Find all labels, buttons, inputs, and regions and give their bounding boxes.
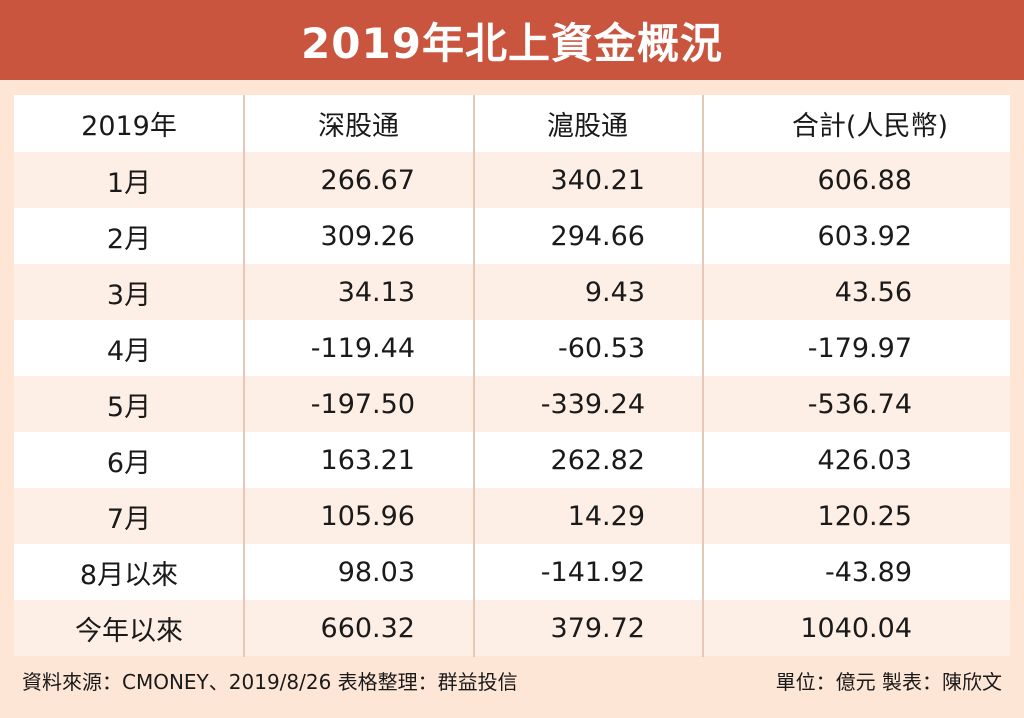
table-row: 7月 105.96 14.29 120.25 [14,488,1010,544]
cell-shenzhen: -197.50 [244,376,473,432]
cell-shenzhen: 34.13 [244,264,473,320]
header-shanghai-connect: 滬股通 [473,95,702,152]
table-row: 5月 -197.50 -339.24 -536.74 [14,376,1010,432]
table-row: 今年以來 660.32 379.72 1040.04 [14,600,1010,656]
cell-total: 43.56 [702,264,1010,320]
cell-shanghai: 9.43 [473,264,702,320]
footer: 資料來源：CMONEY、2019/8/26 表格整理：群益投信 單位：億元 製表… [22,660,1002,700]
cell-total: -536.74 [702,376,1010,432]
data-table-container: 2019年 深股通 滬股通 合計(人民幣) 1月 266.67 340.21 6… [14,95,1010,656]
table-row: 2月 309.26 294.66 603.92 [14,208,1010,264]
data-table: 2019年 深股通 滬股通 合計(人民幣) 1月 266.67 340.21 6… [14,95,1010,656]
table-row: 8月以來 98.03 -141.92 -43.89 [14,544,1010,600]
cell-shenzhen: 309.26 [244,208,473,264]
table-row: 1月 266.67 340.21 606.88 [14,152,1010,208]
cell-shanghai: -339.24 [473,376,702,432]
page-title: 2019年北上資金概況 [301,18,723,68]
row-label: 5月 [14,376,244,432]
cell-shenzhen: 660.32 [244,600,473,656]
row-label: 8月以來 [14,544,244,600]
cell-shanghai: 14.29 [473,488,702,544]
header-year: 2019年 [14,95,244,152]
cell-shanghai: 340.21 [473,152,702,208]
column-divider [702,95,704,657]
cell-shanghai: -141.92 [473,544,702,600]
row-label: 2月 [14,208,244,264]
row-label: 3月 [14,264,244,320]
unit-note: 單位：億元 製表：陳欣文 [775,669,1002,694]
table-row: 6月 163.21 262.82 426.03 [14,432,1010,488]
cell-shenzhen: 98.03 [244,544,473,600]
row-label: 7月 [14,488,244,544]
cell-shanghai: -60.53 [473,320,702,376]
header-total: 合計(人民幣) [702,95,1010,152]
cell-total: 426.03 [702,432,1010,488]
column-divider [243,95,245,657]
row-label: 4月 [14,320,244,376]
row-label: 6月 [14,432,244,488]
cell-total: 606.88 [702,152,1010,208]
cell-total: 603.92 [702,208,1010,264]
cell-shenzhen: 105.96 [244,488,473,544]
cell-total: 120.25 [702,488,1010,544]
cell-shanghai: 379.72 [473,600,702,656]
table-row: 3月 34.13 9.43 43.56 [14,264,1010,320]
source-note: 資料來源：CMONEY、2019/8/26 表格整理：群益投信 [22,669,518,694]
cell-shenzhen: -119.44 [244,320,473,376]
cell-shenzhen: 163.21 [244,432,473,488]
table-header-row: 2019年 深股通 滬股通 合計(人民幣) [14,95,1010,152]
column-divider [473,95,475,657]
row-label: 1月 [14,152,244,208]
cell-shenzhen: 266.67 [244,152,473,208]
cell-total: -43.89 [702,544,1010,600]
title-bar: 2019年北上資金概況 [0,0,1024,80]
cell-total: -179.97 [702,320,1010,376]
cell-shanghai: 262.82 [473,432,702,488]
cell-total: 1040.04 [702,600,1010,656]
row-label: 今年以來 [14,600,244,656]
cell-shanghai: 294.66 [473,208,702,264]
header-shenzhen-connect: 深股通 [244,95,473,152]
table-row: 4月 -119.44 -60.53 -179.97 [14,320,1010,376]
